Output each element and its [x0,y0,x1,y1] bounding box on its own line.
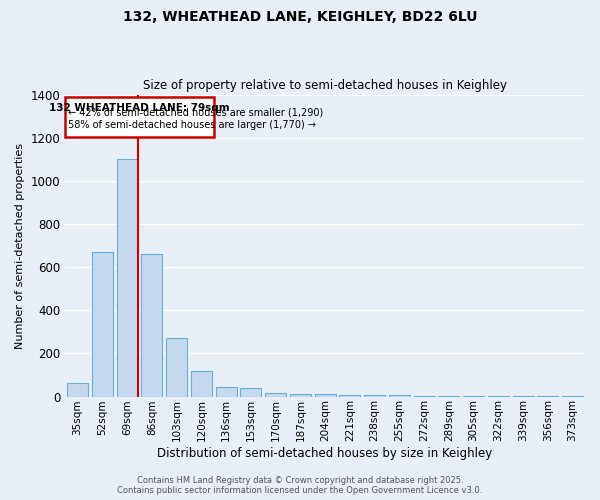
Text: 132 WHEATHEAD LANE: 79sqm: 132 WHEATHEAD LANE: 79sqm [49,103,230,113]
X-axis label: Distribution of semi-detached houses by size in Keighley: Distribution of semi-detached houses by … [157,447,493,460]
Title: Size of property relative to semi-detached houses in Keighley: Size of property relative to semi-detach… [143,79,507,92]
Bar [92,252,113,396]
Bar [65,96,214,136]
Bar [116,160,137,396]
Text: Contains HM Land Registry data © Crown copyright and database right 2025.
Contai: Contains HM Land Registry data © Crown c… [118,476,482,495]
Bar [166,338,187,396]
Bar [340,395,361,396]
Bar [67,382,88,396]
Text: 132, WHEATHEAD LANE, KEIGHLEY, BD22 6LU: 132, WHEATHEAD LANE, KEIGHLEY, BD22 6LU [123,10,477,24]
Bar [215,387,236,396]
Bar [241,388,262,396]
Y-axis label: Number of semi-detached properties: Number of semi-detached properties [15,142,25,348]
Bar [141,254,163,396]
Bar [265,392,286,396]
Text: ← 42% of semi-detached houses are smaller (1,290): ← 42% of semi-detached houses are smalle… [68,108,323,118]
Text: 58% of semi-detached houses are larger (1,770) →: 58% of semi-detached houses are larger (… [68,120,316,130]
Bar [290,394,311,396]
Bar [364,395,385,396]
Bar [191,370,212,396]
Bar [314,394,335,396]
